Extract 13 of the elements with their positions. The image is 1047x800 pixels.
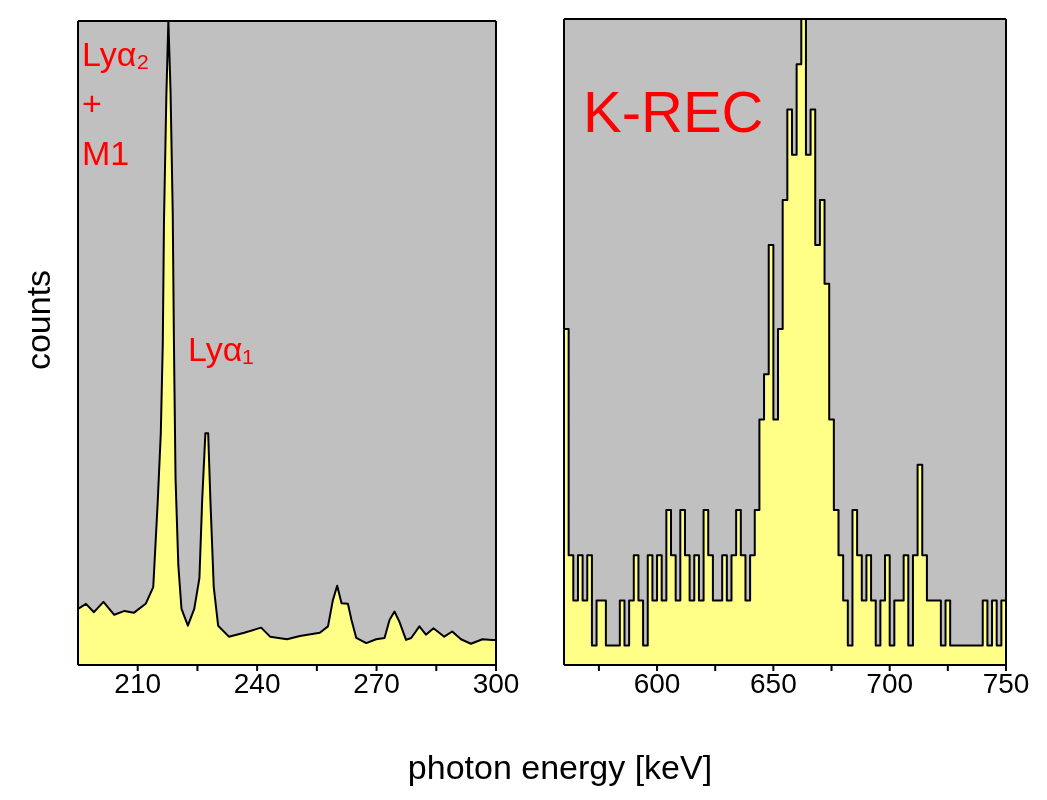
x-tick-label: 210: [114, 667, 162, 699]
x-tick-label: 600: [633, 667, 681, 699]
x-tick-label: 700: [866, 667, 914, 699]
annotation: Lyα₁: [188, 329, 254, 370]
x-tick-label: 750: [982, 667, 1030, 699]
annotation: Lyα₂ + M1: [82, 34, 150, 174]
y-axis-title: counts: [18, 269, 58, 371]
x-axis-title: photon energy [keV]: [406, 748, 714, 787]
x-tick-label: 270: [353, 667, 400, 699]
x-tick-label: 650: [750, 667, 797, 699]
x-tick-label: 300: [472, 667, 520, 699]
x-tick-label: 240: [233, 667, 281, 699]
annotation: K-REC: [583, 78, 764, 146]
